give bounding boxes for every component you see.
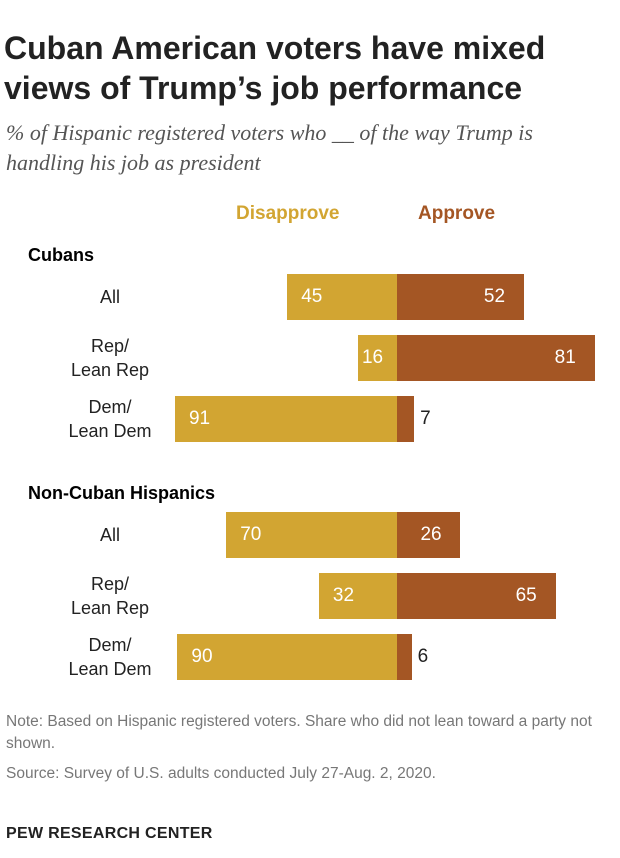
group-label: Cubans	[28, 245, 95, 265]
row-label: All	[99, 287, 120, 307]
value-disapprove: 70	[240, 524, 262, 545]
group-label: Non-Cuban Hispanics	[28, 483, 216, 503]
value-approve: 6	[417, 646, 429, 667]
bar-disapprove	[318, 573, 397, 619]
value-approve: 81	[554, 347, 576, 368]
value-disapprove: 16	[361, 347, 384, 368]
bar-approve	[397, 274, 524, 320]
row-label: Dem/Lean Dem	[68, 397, 152, 441]
value-approve: 52	[483, 286, 506, 307]
value-disapprove: 91	[188, 408, 211, 429]
bar-approve	[397, 335, 595, 381]
row-label: Dem/Lean Dem	[68, 635, 152, 679]
row-label: Rep/Lean Rep	[70, 336, 150, 380]
row-label: All	[99, 525, 120, 545]
value-approve: 65	[515, 585, 537, 606]
pew-logo-text: PEW RESEARCH CENTER	[6, 825, 213, 842]
bar-approve	[397, 396, 415, 442]
bar-approve	[397, 512, 461, 558]
chart-note: Note: Based on Hispanic registered voter…	[6, 713, 592, 752]
value-disapprove: 90	[191, 646, 213, 667]
bar-disapprove	[226, 512, 397, 558]
value-disapprove: 45	[301, 286, 323, 307]
chart-subtitle: % of Hispanic registered voters who __ o…	[6, 120, 533, 175]
legend-approve: Approve	[418, 203, 496, 224]
value-disapprove: 32	[332, 585, 355, 606]
bar-disapprove	[174, 396, 397, 442]
chart-title: Cuban American voters have mixed views o…	[4, 30, 546, 106]
chart-source: Source: Survey of U.S. adults conducted …	[6, 765, 436, 782]
bar-approve	[397, 634, 412, 680]
value-approve: 7	[420, 408, 431, 429]
bar-disapprove	[287, 274, 397, 320]
value-approve: 26	[420, 524, 442, 545]
bar-approve	[397, 573, 556, 619]
bar-disapprove	[357, 335, 397, 381]
legend-disapprove: Disapprove	[236, 203, 340, 224]
row-label: Rep/Lean Rep	[70, 574, 150, 618]
bar-disapprove	[177, 634, 397, 680]
